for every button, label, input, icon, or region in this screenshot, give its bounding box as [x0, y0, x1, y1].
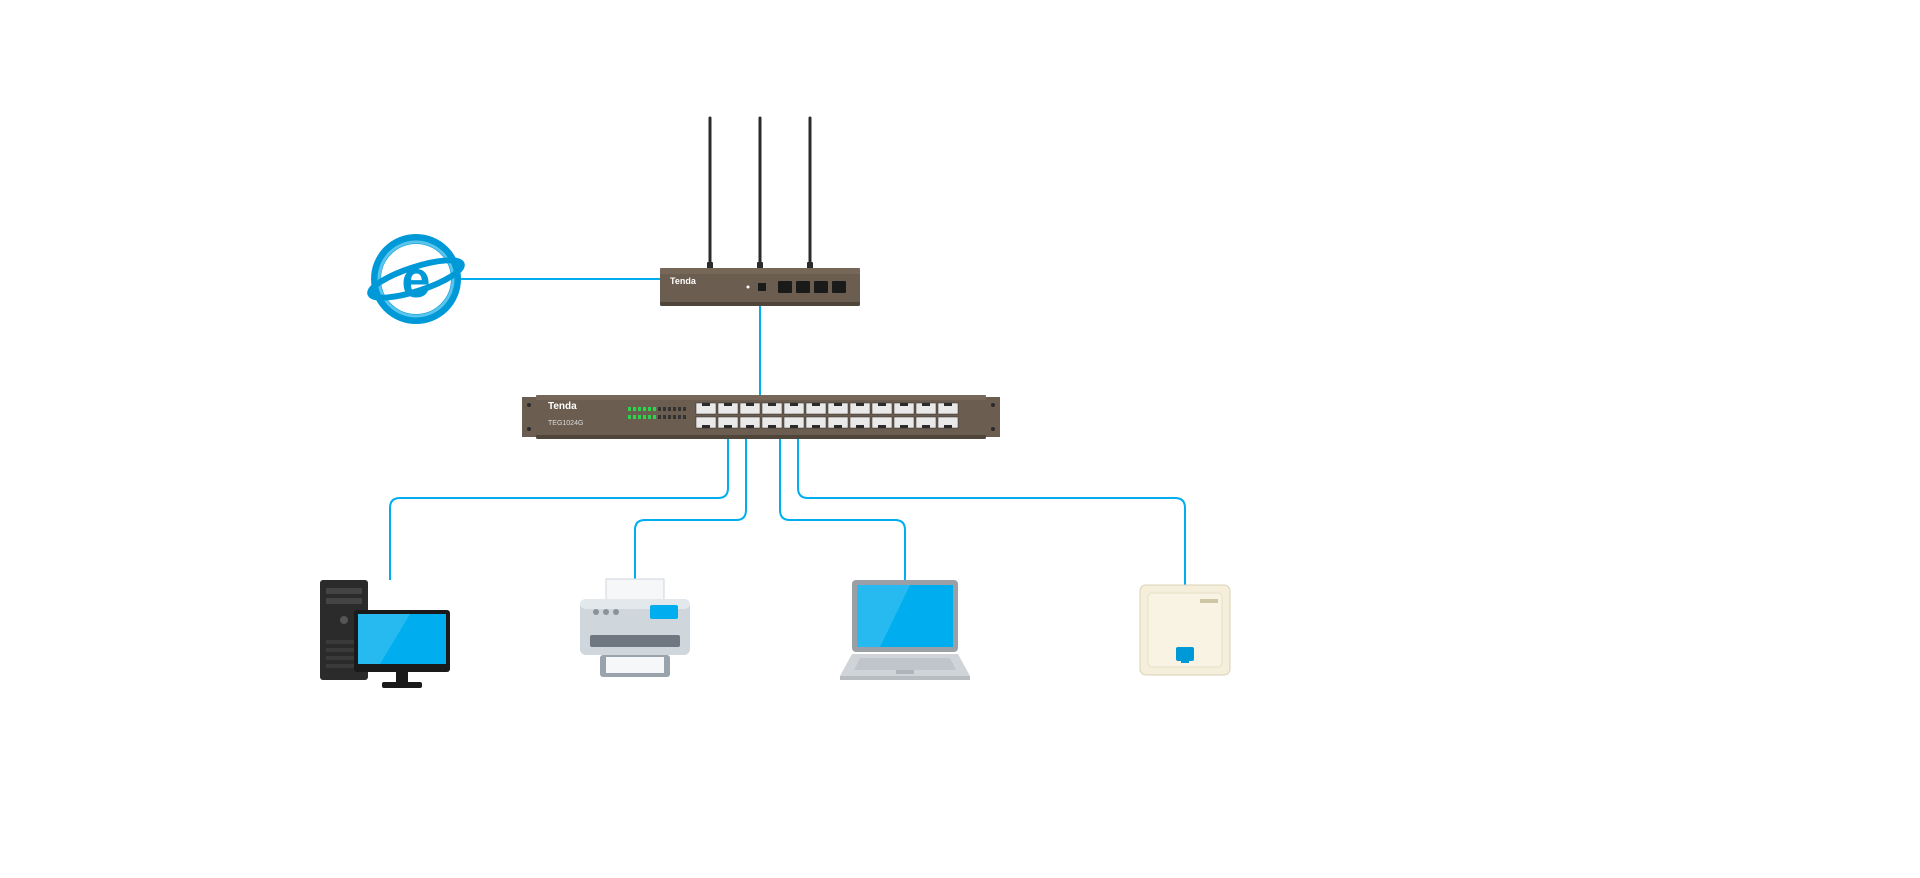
link-switch-desktop — [390, 439, 728, 580]
wireless-router: Tenda — [660, 118, 860, 306]
laptop-icon — [840, 580, 970, 680]
desktop-pc-icon — [320, 580, 450, 688]
router-port — [832, 281, 846, 293]
router-brand: Tenda — [670, 276, 697, 286]
router-port — [778, 281, 792, 293]
router-port — [796, 281, 810, 293]
switch-brand: Tenda — [548, 401, 577, 412]
internet-icon: e — [367, 239, 466, 319]
link-switch-wallap — [798, 439, 1185, 585]
internet-e-glyph: e — [402, 251, 431, 309]
wall-ap-icon — [1140, 585, 1230, 675]
link-switch-printer — [635, 439, 746, 585]
router-port — [814, 281, 828, 293]
wall-ap-port — [1176, 647, 1194, 661]
switch-model: TEG1024G — [548, 420, 583, 427]
printer-icon — [580, 579, 690, 677]
network-switch: Tenda TEG1024G — [522, 395, 1000, 439]
